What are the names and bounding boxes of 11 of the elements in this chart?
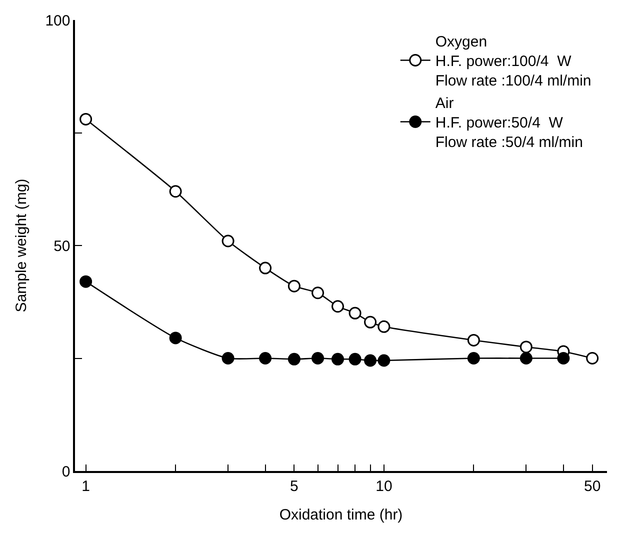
x-tick-label: 10 [376, 478, 392, 495]
legend-label: Oxygen H.F. power:100/4 W Flow rate :100/4 ml/min [435, 34, 592, 90]
y-tick-label: 100 [45, 12, 70, 30]
y-axis-title: Sample weight (mg) [12, 178, 30, 312]
x-tick-label: 5 [290, 478, 298, 495]
y-tick-label: 50 [54, 238, 70, 255]
legend-label: Air H.F. power:50/4 W Flow rate :50/4 ml/min [435, 95, 583, 152]
y-tick-label: 0 [62, 463, 70, 480]
x-tick-label: 1 [82, 478, 90, 495]
x-axis-title: Oxidation time (hr) [279, 506, 403, 524]
x-tick-label: 50 [584, 478, 601, 495]
